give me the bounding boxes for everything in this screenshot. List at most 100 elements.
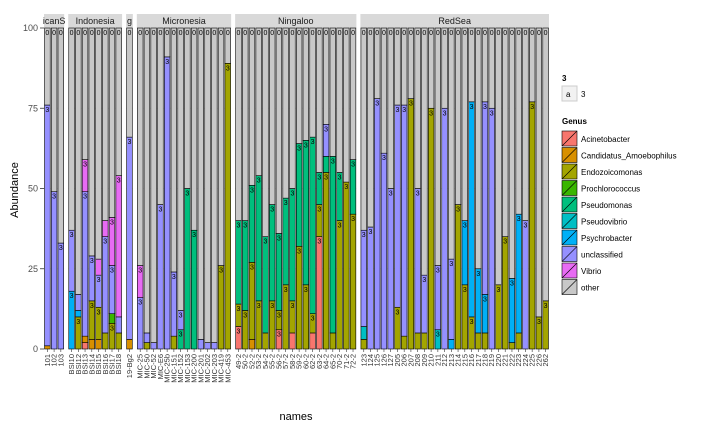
bar-top-label: 0 bbox=[138, 30, 142, 37]
legend-swatch-slash bbox=[561, 213, 578, 229]
x-tick-label: 213 bbox=[447, 354, 456, 367]
bar-top-label: 0 bbox=[362, 30, 366, 37]
bar-segment bbox=[242, 220, 249, 311]
bar-segment bbox=[475, 27, 482, 270]
bar-segment-label: 3 bbox=[110, 219, 114, 226]
x-tick-label: 207 bbox=[406, 354, 415, 367]
x-tick-label: 70-2 bbox=[335, 354, 344, 369]
x-tick-label: 49-2 bbox=[234, 354, 243, 369]
x-tick-label: MIC-151 bbox=[169, 354, 178, 383]
bar-segment bbox=[441, 27, 448, 109]
bar-top-label: 0 bbox=[369, 30, 373, 37]
bar-segment bbox=[255, 175, 262, 302]
bar-segment-label: 3 bbox=[117, 178, 121, 185]
bar-top-label: 0 bbox=[76, 30, 80, 37]
x-tick-label: BSI18 bbox=[114, 354, 123, 374]
bar-segment bbox=[495, 284, 502, 350]
bar-segment bbox=[57, 27, 64, 244]
bar-segment-label: 3 bbox=[351, 162, 355, 169]
bar-segment-label: 3 bbox=[317, 207, 321, 214]
legend-swatch-slash bbox=[561, 279, 578, 295]
x-tick-label: 224 bbox=[521, 354, 530, 367]
bar-segment-label: 3 bbox=[76, 319, 80, 326]
bar-top-label: 0 bbox=[429, 30, 433, 37]
bar-segment bbox=[217, 265, 225, 350]
bar-top-label: 0 bbox=[179, 30, 183, 37]
bar-segment-label: 3 bbox=[470, 319, 474, 326]
bar-top-label: 0 bbox=[110, 30, 114, 37]
bar-segment bbox=[184, 27, 191, 189]
bar-top-label: 0 bbox=[257, 30, 261, 37]
bar-segment-label: 3 bbox=[503, 239, 507, 246]
bar-segment bbox=[448, 258, 455, 340]
bar-segment-label: 3 bbox=[344, 184, 348, 191]
bar-segment-label: 3 bbox=[523, 223, 527, 230]
bar-top-label: 0 bbox=[443, 30, 447, 37]
bar-segment bbox=[367, 226, 374, 350]
bar-top-label: 0 bbox=[483, 30, 487, 37]
bar-top-label: 0 bbox=[389, 30, 393, 37]
bar-segment-label: 3 bbox=[158, 207, 162, 214]
bar-segment bbox=[81, 191, 89, 337]
bar-segment bbox=[309, 136, 316, 314]
bar-segment bbox=[448, 27, 455, 260]
bar-segment-label: 3 bbox=[470, 104, 474, 111]
x-tick-label: 19-Bg2 bbox=[125, 354, 134, 378]
facet-strip bbox=[126, 14, 133, 28]
bar-segment-label: 3 bbox=[179, 312, 183, 319]
bar-segment-label: 3 bbox=[416, 191, 420, 198]
bar-top-label: 0 bbox=[436, 30, 440, 37]
bar-segment-label: 3 bbox=[443, 110, 447, 117]
bar-segment bbox=[150, 342, 157, 350]
bar-segment-label: 3 bbox=[510, 280, 514, 287]
bar-top-label: 0 bbox=[416, 30, 420, 37]
x-tick-label: 222 bbox=[507, 354, 516, 367]
x-tick-label: MIC-153 bbox=[183, 354, 192, 383]
bar-segment-label: 3 bbox=[277, 312, 281, 319]
x-tick-label: 64-2 bbox=[322, 354, 331, 369]
bar-segment bbox=[143, 332, 151, 343]
y-tick-label: 0 bbox=[33, 344, 38, 354]
bar-segment-label: 3 bbox=[422, 277, 426, 284]
facet-strip-label: Indonesia bbox=[76, 16, 115, 26]
x-axis-title: names bbox=[279, 411, 313, 423]
bar-segment-label: 3 bbox=[331, 158, 335, 165]
facet-strip-label: Ningaloo bbox=[278, 16, 314, 26]
bar-segment bbox=[407, 98, 415, 350]
bar-top-label: 0 bbox=[510, 30, 514, 37]
bar-top-label: 0 bbox=[192, 30, 196, 37]
bar-segment bbox=[336, 220, 343, 350]
bar-top-label: 0 bbox=[165, 30, 169, 37]
bar-segment bbox=[468, 101, 475, 318]
bar-top-label: 0 bbox=[212, 30, 216, 37]
bar-segment bbox=[488, 107, 495, 350]
bar-segment-label: 3 bbox=[382, 155, 386, 162]
legend-text-key-label: 3 bbox=[581, 90, 586, 99]
x-tick-label: 218 bbox=[481, 354, 490, 367]
bar-segment bbox=[44, 345, 51, 350]
bar-segment-label: 3 bbox=[537, 319, 541, 326]
x-tick-label: MIC-50 bbox=[142, 354, 151, 379]
bar-segment bbox=[434, 265, 441, 331]
bar-segment-label: 3 bbox=[338, 174, 342, 181]
x-tick-label: 217 bbox=[474, 354, 483, 367]
facet-strip bbox=[68, 14, 123, 28]
bar-top-label: 0 bbox=[470, 30, 474, 37]
x-tick-label: 226 bbox=[534, 354, 543, 367]
bar-segment bbox=[282, 27, 289, 199]
bar-segment-label: 3 bbox=[324, 174, 328, 181]
bar-segment bbox=[164, 56, 171, 350]
legend-label: Prochlorococcus bbox=[581, 185, 640, 194]
legend-label: Vibrio bbox=[581, 267, 602, 276]
x-tick-label: MIC-25 bbox=[136, 354, 145, 379]
bar-segment-label: 3 bbox=[463, 287, 467, 294]
y-axis-title: Abundance bbox=[9, 162, 21, 218]
bar-top-label: 0 bbox=[517, 30, 521, 37]
bar-segment bbox=[343, 181, 350, 350]
bar-top-label: 0 bbox=[243, 30, 247, 37]
legend: 3 a 3 Genus Acinetobacter Candidatus_Amoe… bbox=[561, 74, 677, 295]
bar-segment bbox=[302, 284, 309, 350]
bar-top-label: 0 bbox=[409, 30, 413, 37]
bar-segment bbox=[502, 27, 509, 237]
